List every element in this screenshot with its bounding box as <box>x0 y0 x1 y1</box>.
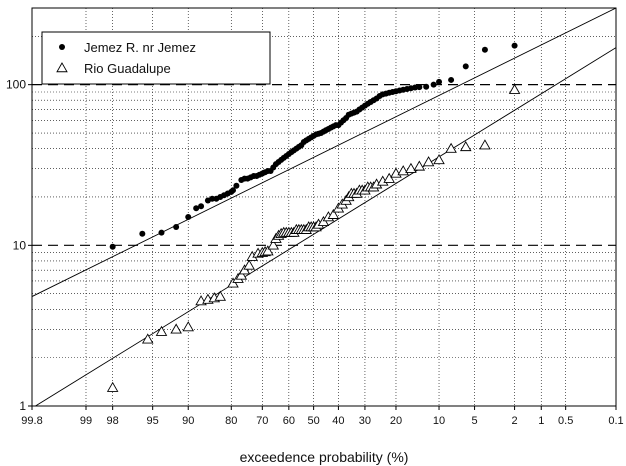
legend: Jemez R. nr Jemez Rio Guadalupe <box>42 32 270 84</box>
data-point <box>233 183 239 189</box>
data-point <box>198 203 204 209</box>
y-tick-label: 100 <box>6 78 26 92</box>
legend-marker <box>59 44 65 50</box>
data-point <box>512 43 518 49</box>
x-tick-label: 5 <box>472 415 478 427</box>
x-tick-label: 2 <box>512 415 518 427</box>
y-tick-label: 1 <box>19 399 26 413</box>
legend-label: Rio Guadalupe <box>84 61 171 76</box>
x-tick-label: 70 <box>256 415 268 427</box>
x-tick-label: 30 <box>359 415 371 427</box>
data-point <box>173 224 179 230</box>
x-tick-label: 99.8 <box>21 415 42 427</box>
x-tick-label: 60 <box>283 415 295 427</box>
data-point <box>185 214 191 220</box>
data-point <box>416 84 422 90</box>
y-tick-label: 10 <box>13 238 27 252</box>
x-tick-label: 20 <box>390 415 402 427</box>
x-tick-label: 40 <box>332 415 344 427</box>
legend-label: Jemez R. nr Jemez <box>84 40 196 55</box>
x-tick-label: 95 <box>147 415 159 427</box>
y-axis-ticks: 1 10 100 <box>6 78 32 413</box>
x-tick-label: 10 <box>433 415 445 427</box>
x-tick-label: 0.5 <box>558 415 573 427</box>
data-point <box>423 84 429 90</box>
data-point <box>436 79 442 85</box>
x-tick-label: 80 <box>225 415 237 427</box>
data-point <box>110 244 116 250</box>
x-axis-ticks: 99.8 99 98 95 90 80 70 60 50 40 30 20 10 5 2 1 0.5 0.1 <box>21 406 623 427</box>
x-tick-label: 99 <box>80 415 92 427</box>
data-point <box>139 231 145 237</box>
data-point <box>158 230 164 236</box>
x-tick-label: 98 <box>107 415 119 427</box>
data-point <box>431 82 437 88</box>
x-tick-label: 50 <box>307 415 319 427</box>
data-point <box>448 77 454 83</box>
x-tick-label: 90 <box>182 415 194 427</box>
x-tick-label: 0.1 <box>608 415 623 427</box>
x-tick-label: 1 <box>538 415 544 427</box>
data-point <box>463 63 469 69</box>
data-point <box>482 47 488 53</box>
x-axis-label: exceedence probability (%) <box>240 449 409 465</box>
